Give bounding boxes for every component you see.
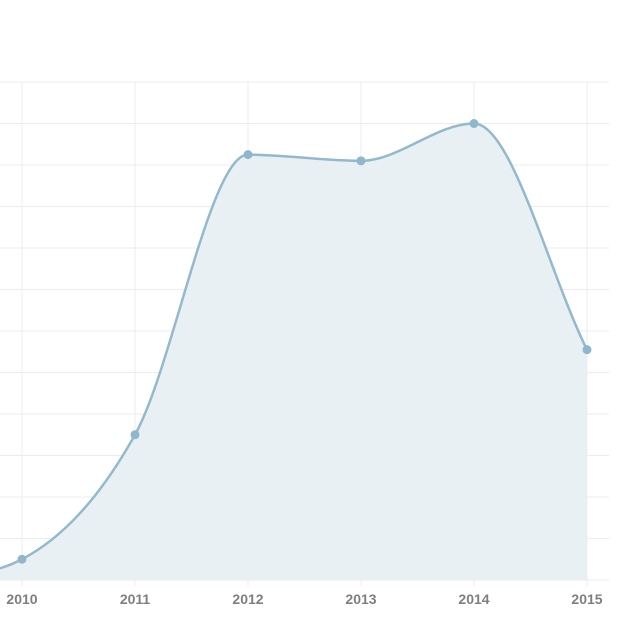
- data-point: [356, 156, 366, 166]
- data-points: [17, 119, 592, 564]
- x-axis-ticks: 2010 2011 2012 2013 2014 2015: [6, 591, 602, 607]
- x-tick-label: 2012: [232, 591, 263, 607]
- area-fill: [0, 123, 587, 580]
- x-tick-label: 2011: [120, 591, 151, 607]
- series-line: [0, 122, 589, 570]
- data-point: [17, 554, 27, 564]
- data-point: [130, 430, 140, 440]
- data-point: [582, 345, 592, 355]
- data-point: [469, 119, 479, 128]
- data-point: [243, 150, 253, 160]
- x-tick-label: 2014: [458, 591, 489, 607]
- x-tick-label: 2013: [345, 591, 376, 607]
- x-tick-label: 2010: [6, 591, 37, 607]
- x-tick-label: 2015: [571, 591, 602, 607]
